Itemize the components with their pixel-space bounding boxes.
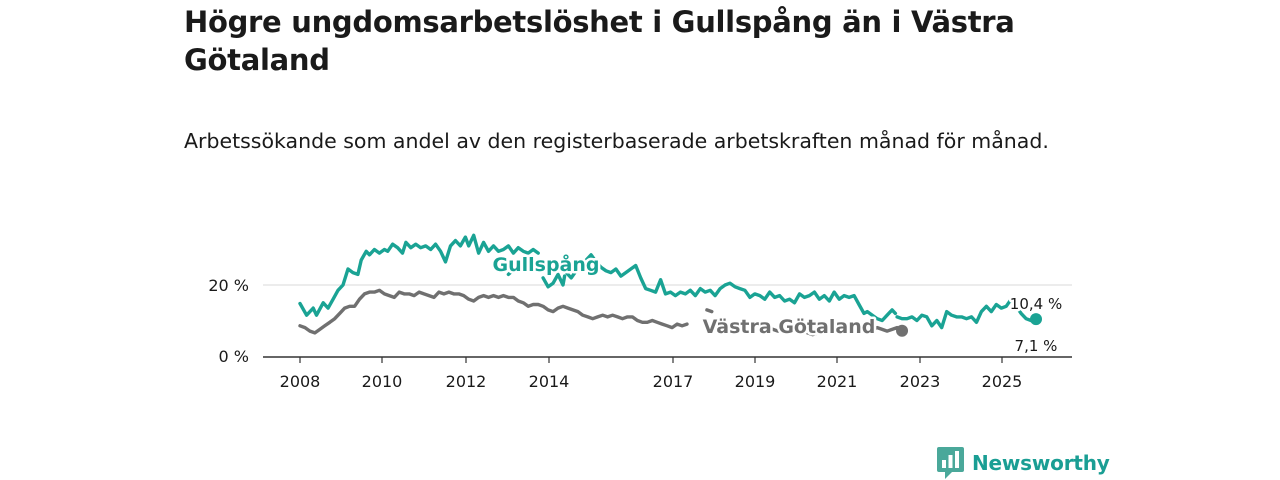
series-label-vastra-gotaland-halo: Västra Götaland [703, 316, 876, 338]
series-line-gullspang [506, 263, 520, 277]
x-tick-label: 2014 [529, 372, 570, 391]
series-line-vastra-gotaland [298, 288, 689, 335]
series-line-gullspang [895, 297, 1038, 330]
x-tick-label: 2019 [735, 372, 776, 391]
x-tick-label: 2021 [817, 372, 858, 391]
x-tick-label: 2023 [900, 372, 941, 391]
end-label-vastra-gotaland: 7,1 % [1015, 337, 1058, 355]
series-line-vastra-gotaland [761, 324, 904, 337]
brand-logo: Newsworthy [937, 447, 1110, 479]
y-tick-label: 20 % [208, 276, 249, 295]
end-point-gullspang [1030, 313, 1042, 326]
chart-subtitle: Arbetssökande som andel av den registerb… [184, 129, 1049, 153]
x-axis: 2008 2010 2012 2014 2017 2019 2021 2023 2025 [263, 356, 1072, 391]
y-tick-label: 0 % [219, 347, 249, 366]
end-point-vastra-gotaland [896, 324, 909, 337]
x-tick-label: 2008 [280, 372, 321, 391]
end-label-gullspang-halo: 10,4 % [1010, 295, 1062, 313]
series-line-vastra-gotaland [705, 308, 714, 314]
series-layer [298, 233, 1042, 337]
brand-name: Newsworthy [972, 451, 1110, 475]
y-axis: 0 % 20 % [208, 276, 249, 366]
series-label-vastra-gotaland: Västra Götaland [703, 316, 876, 338]
end-label-gullspang: 10,4 % [1010, 295, 1062, 313]
series-label-gullspang-halo: Gullspång [492, 252, 599, 276]
x-tick-label: 2025 [982, 372, 1023, 391]
series-label-gullspang: Gullspång [492, 252, 599, 276]
x-tick-label: 2017 [653, 372, 694, 391]
series-line-gullspang [564, 253, 898, 323]
end-label-vastra-gotaland-halo: 7,1 % [1015, 337, 1058, 355]
series-line-gullspang [298, 233, 540, 317]
series-line-gullspang [541, 272, 567, 289]
x-tick-label: 2012 [446, 372, 487, 391]
x-tick-label: 2010 [362, 372, 403, 391]
chart-title: Högre ungdomsarbetslöshet i Gullspång än… [184, 5, 1015, 77]
newsworthy-logo-icon [937, 447, 964, 479]
